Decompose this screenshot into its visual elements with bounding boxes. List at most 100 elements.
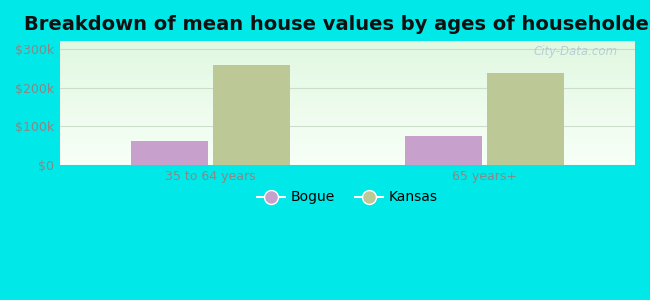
- Bar: [60, 71, 635, 72]
- Bar: [405, 136, 482, 165]
- Bar: [131, 141, 207, 165]
- Bar: [60, 139, 635, 140]
- Bar: [60, 142, 635, 144]
- Bar: [60, 152, 635, 154]
- Legend: Bogue, Kansas: Bogue, Kansas: [252, 185, 443, 210]
- Bar: [60, 57, 635, 59]
- Bar: [60, 124, 635, 125]
- Bar: [60, 156, 635, 158]
- Bar: [60, 56, 635, 57]
- Bar: [60, 123, 635, 124]
- Bar: [60, 112, 635, 113]
- Bar: [60, 120, 635, 122]
- Title: Breakdown of mean house values by ages of householders: Breakdown of mean house values by ages o…: [24, 15, 650, 34]
- Bar: [60, 49, 635, 50]
- Bar: [60, 140, 635, 141]
- Bar: [60, 162, 635, 164]
- Bar: [487, 73, 564, 165]
- Bar: [60, 117, 635, 118]
- Bar: [60, 60, 635, 61]
- Bar: [60, 91, 635, 92]
- Bar: [60, 160, 635, 161]
- Bar: [60, 144, 635, 145]
- Bar: [60, 100, 635, 102]
- Bar: [60, 113, 635, 114]
- Bar: [60, 68, 635, 70]
- Bar: [60, 66, 635, 67]
- Bar: [60, 47, 635, 49]
- Bar: [60, 154, 635, 155]
- Bar: [60, 129, 635, 130]
- Bar: [60, 96, 635, 97]
- Bar: [60, 89, 635, 91]
- Bar: [60, 158, 635, 159]
- Bar: [60, 86, 635, 87]
- Bar: [60, 135, 635, 136]
- Bar: [60, 159, 635, 160]
- Bar: [60, 141, 635, 142]
- Bar: [60, 51, 635, 52]
- Bar: [60, 122, 635, 123]
- Bar: [60, 106, 635, 107]
- Bar: [60, 77, 635, 78]
- Bar: [60, 82, 635, 83]
- Bar: [60, 41, 635, 42]
- Bar: [60, 88, 635, 89]
- Bar: [60, 138, 635, 139]
- Bar: [60, 62, 635, 63]
- Bar: [60, 76, 635, 77]
- Bar: [60, 80, 635, 81]
- Bar: [60, 92, 635, 93]
- Bar: [60, 119, 635, 120]
- Bar: [60, 131, 635, 133]
- Bar: [60, 44, 635, 45]
- Bar: [60, 161, 635, 162]
- Bar: [60, 61, 635, 62]
- Bar: [60, 114, 635, 116]
- Bar: [60, 55, 635, 56]
- Bar: [60, 130, 635, 131]
- Bar: [60, 133, 635, 134]
- Bar: [60, 94, 635, 96]
- Bar: [60, 45, 635, 46]
- Bar: [60, 151, 635, 152]
- Bar: [60, 87, 635, 88]
- Bar: [60, 155, 635, 156]
- Bar: [60, 109, 635, 110]
- Bar: [60, 148, 635, 149]
- Bar: [60, 150, 635, 151]
- Text: City-Data.com: City-Data.com: [534, 45, 618, 58]
- Bar: [60, 70, 635, 71]
- Bar: [60, 99, 635, 101]
- Bar: [60, 73, 635, 74]
- Bar: [60, 93, 635, 94]
- Bar: [60, 128, 635, 129]
- Bar: [60, 84, 635, 86]
- Bar: [60, 127, 635, 128]
- Bar: [60, 102, 635, 103]
- Bar: [60, 72, 635, 73]
- Bar: [60, 164, 635, 165]
- Bar: [60, 108, 635, 109]
- Bar: [60, 103, 635, 104]
- Bar: [60, 50, 635, 51]
- Bar: [60, 46, 635, 47]
- Bar: [60, 98, 635, 99]
- Bar: [60, 104, 635, 106]
- Bar: [60, 97, 635, 98]
- Bar: [60, 63, 635, 64]
- Bar: [60, 134, 635, 135]
- Bar: [60, 81, 635, 82]
- Bar: [60, 146, 635, 148]
- Bar: [60, 118, 635, 119]
- Bar: [60, 53, 635, 55]
- Bar: [60, 145, 635, 146]
- Bar: [213, 65, 290, 165]
- Bar: [60, 78, 635, 80]
- Bar: [60, 110, 635, 112]
- Bar: [60, 125, 635, 127]
- Bar: [60, 149, 635, 150]
- Bar: [60, 83, 635, 84]
- Bar: [60, 74, 635, 76]
- Bar: [60, 42, 635, 44]
